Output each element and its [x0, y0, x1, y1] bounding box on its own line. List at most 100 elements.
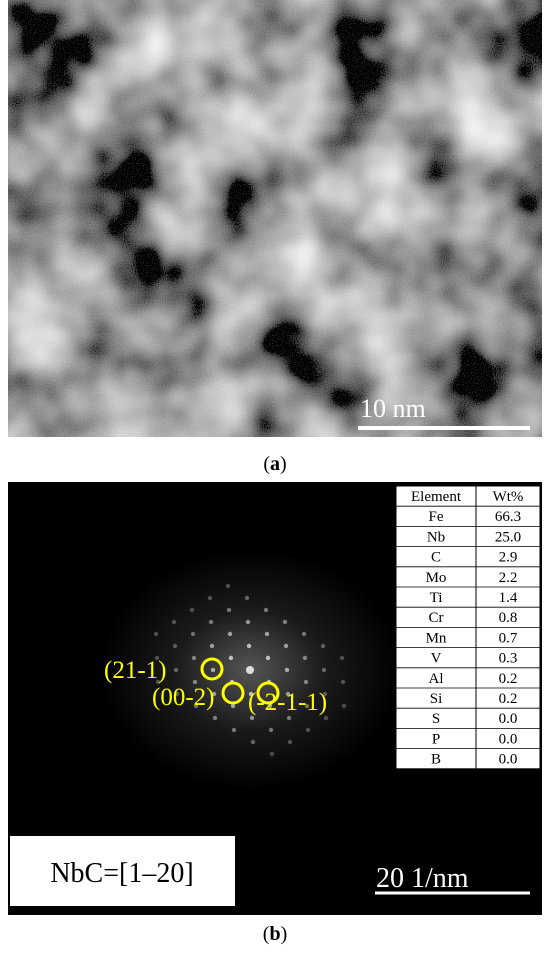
table-cell: Nb [427, 529, 445, 545]
spot [304, 703, 310, 709]
table-cell: 2.2 [499, 570, 518, 586]
spot [173, 667, 179, 673]
spot [305, 727, 311, 733]
spot [283, 643, 289, 649]
spot [244, 595, 250, 601]
table-cell: Ti [430, 590, 443, 606]
caption-letter: b [269, 923, 280, 945]
spot [209, 643, 215, 649]
scale-label: 20 1/nm [376, 863, 469, 894]
spot [301, 631, 307, 637]
table-cell: 0.2 [499, 671, 518, 687]
spot [284, 667, 290, 673]
spot [231, 727, 237, 733]
diffraction-spots [153, 583, 347, 757]
marker [221, 681, 245, 705]
table-cell: 66.3 [495, 509, 521, 525]
table-cell: Cr [429, 610, 444, 626]
spot [155, 679, 161, 685]
spot [286, 715, 292, 721]
table-cell: 0.3 [499, 651, 518, 667]
spot [153, 631, 159, 637]
zone-axis: NbC=[1–20] [50, 858, 193, 889]
caption: ( [263, 453, 270, 475]
table-cell: Al [429, 671, 444, 687]
table-cell: V [431, 651, 442, 667]
table-cell: 0.8 [499, 610, 518, 626]
spot [226, 607, 232, 613]
table-cell: Mn [426, 630, 447, 646]
spot [269, 751, 275, 757]
panel-b: (21-1) (00-2) (-2-1-1) NbC=[1–20] 20 1/n… [8, 482, 542, 915]
spot [302, 655, 308, 661]
caption-letter: a [270, 453, 280, 475]
composition-table: Element Wt% Fe 66.3 Nb 25.0 C 2.9 Mo 2.2 Ti 1.4 Cr 0.… [395, 485, 541, 770]
spot-label: (00-2) [152, 684, 214, 711]
spot [189, 607, 195, 613]
spot [172, 643, 178, 649]
spot [340, 679, 346, 685]
table-cell: Fe [429, 509, 444, 525]
caption-a: (a) [263, 453, 286, 475]
table-cell: Wt% [493, 489, 524, 505]
spot [268, 727, 274, 733]
table-cell: 0.2 [499, 691, 518, 707]
tem-image [8, 0, 542, 437]
spot [341, 703, 347, 709]
spot [265, 655, 271, 661]
table-cell: 25.0 [495, 529, 521, 545]
spot [250, 739, 256, 745]
spot [191, 655, 197, 661]
table-cell: P [432, 731, 440, 747]
table-cell: 0.0 [499, 711, 518, 727]
spot [285, 691, 291, 697]
spot [320, 643, 326, 649]
marker [200, 657, 224, 681]
spot [282, 619, 288, 625]
caption: ) [280, 453, 287, 475]
spot-label: (21-1) [104, 657, 166, 684]
spot [263, 607, 269, 613]
table-cell: S [432, 711, 440, 727]
spot [245, 619, 251, 625]
spot [264, 631, 270, 637]
caption-b: (b) [263, 923, 287, 945]
spot [246, 666, 254, 674]
spot [208, 619, 214, 625]
panel-a: 10 nm [8, 0, 542, 437]
table-cell: 2.9 [499, 550, 518, 566]
table-cell: Si [430, 691, 443, 707]
table-cell: 0.0 [499, 752, 518, 768]
spot [287, 739, 293, 745]
spot [212, 715, 218, 721]
spot [225, 583, 231, 589]
spot [210, 667, 216, 673]
spot [321, 667, 327, 673]
table-cell: 0.7 [499, 630, 518, 646]
spot [248, 691, 254, 697]
spot [230, 703, 236, 709]
spot-label: (-2-1-1) [248, 689, 327, 716]
spot [322, 691, 328, 697]
spot [227, 631, 233, 637]
table-cell: B [431, 752, 441, 768]
spot [303, 679, 309, 685]
scale-label: 10 nm [360, 394, 426, 423]
spot [174, 691, 180, 697]
spot [193, 703, 199, 709]
spot [171, 619, 177, 625]
spot [154, 655, 160, 661]
table-cell: 0.0 [499, 731, 518, 747]
spot [267, 703, 273, 709]
spot [339, 655, 345, 661]
spot-markers [200, 657, 280, 705]
zone-box [10, 836, 235, 906]
marker [256, 681, 280, 705]
spot [211, 691, 217, 697]
spot [323, 715, 329, 721]
table-cell: C [431, 550, 441, 566]
spot [246, 643, 252, 649]
caption: ) [281, 923, 288, 945]
spot [228, 655, 234, 661]
